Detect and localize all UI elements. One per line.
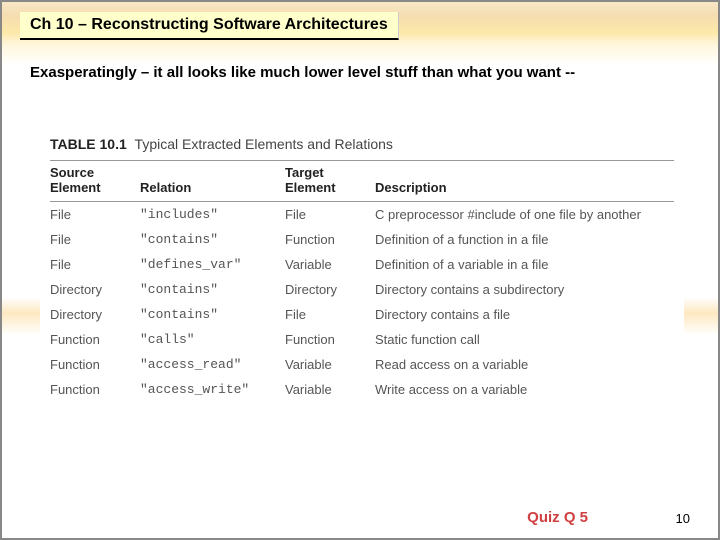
cell-source: Function	[50, 377, 140, 402]
cell-description: Static function call	[375, 327, 674, 352]
cell-source: File	[50, 252, 140, 277]
table-row: File"includes"FileC preprocessor #includ…	[50, 202, 674, 228]
elements-relations-table: SourceElement Relation TargetElement Des…	[50, 160, 674, 402]
cell-target: Variable	[285, 377, 375, 402]
cell-description: Definition of a variable in a file	[375, 252, 674, 277]
cell-relation: "access_write"	[140, 377, 285, 402]
cell-relation: "contains"	[140, 302, 285, 327]
table-row: Function"access_write"VariableWrite acce…	[50, 377, 674, 402]
cell-description: C preprocessor #include of one file by a…	[375, 202, 674, 228]
table-row: File"defines_var"VariableDefinition of a…	[50, 252, 674, 277]
col-target-element: TargetElement	[285, 161, 375, 202]
table-header-row: SourceElement Relation TargetElement Des…	[50, 161, 674, 202]
table-label: TABLE 10.1	[50, 136, 127, 152]
cell-source: Directory	[50, 277, 140, 302]
table-caption-text: Typical Extracted Elements and Relations	[135, 136, 393, 152]
cell-target: Variable	[285, 252, 375, 277]
table-row: Function"access_read"VariableRead access…	[50, 352, 674, 377]
cell-target: Variable	[285, 352, 375, 377]
quiz-label: Quiz Q 5	[527, 509, 588, 526]
table-row: Directory"contains"FileDirectory contain…	[50, 302, 674, 327]
table-row: Function"calls"FunctionStatic function c…	[50, 327, 674, 352]
cell-target: File	[285, 302, 375, 327]
cell-description: Write access on a variable	[375, 377, 674, 402]
col-source-element: SourceElement	[50, 161, 140, 202]
cell-relation: "defines_var"	[140, 252, 285, 277]
cell-source: Directory	[50, 302, 140, 327]
col-relation: Relation	[140, 161, 285, 202]
cell-description: Directory contains a file	[375, 302, 674, 327]
page-number: 10	[676, 511, 690, 526]
cell-target: Function	[285, 327, 375, 352]
cell-relation: "calls"	[140, 327, 285, 352]
cell-source: Function	[50, 327, 140, 352]
cell-target: Function	[285, 227, 375, 252]
table-container: TABLE 10.1 Typical Extracted Elements an…	[40, 130, 684, 412]
cell-source: File	[50, 227, 140, 252]
cell-relation: "includes"	[140, 202, 285, 228]
cell-description: Definition of a function in a file	[375, 227, 674, 252]
cell-source: Function	[50, 352, 140, 377]
subtitle-text: Exasperatingly – it all looks like much …	[30, 64, 575, 81]
table-body: File"includes"FileC preprocessor #includ…	[50, 202, 674, 403]
cell-description: Read access on a variable	[375, 352, 674, 377]
table-row: File"contains"FunctionDefinition of a fu…	[50, 227, 674, 252]
cell-relation: "access_read"	[140, 352, 285, 377]
table-row: Directory"contains"DirectoryDirectory co…	[50, 277, 674, 302]
cell-target: Directory	[285, 277, 375, 302]
table-caption: TABLE 10.1 Typical Extracted Elements an…	[50, 136, 674, 152]
cell-description: Directory contains a subdirectory	[375, 277, 674, 302]
chapter-title: Ch 10 – Reconstructing Software Architec…	[20, 12, 399, 40]
cell-relation: "contains"	[140, 277, 285, 302]
cell-target: File	[285, 202, 375, 228]
cell-relation: "contains"	[140, 227, 285, 252]
cell-source: File	[50, 202, 140, 228]
col-description: Description	[375, 161, 674, 202]
